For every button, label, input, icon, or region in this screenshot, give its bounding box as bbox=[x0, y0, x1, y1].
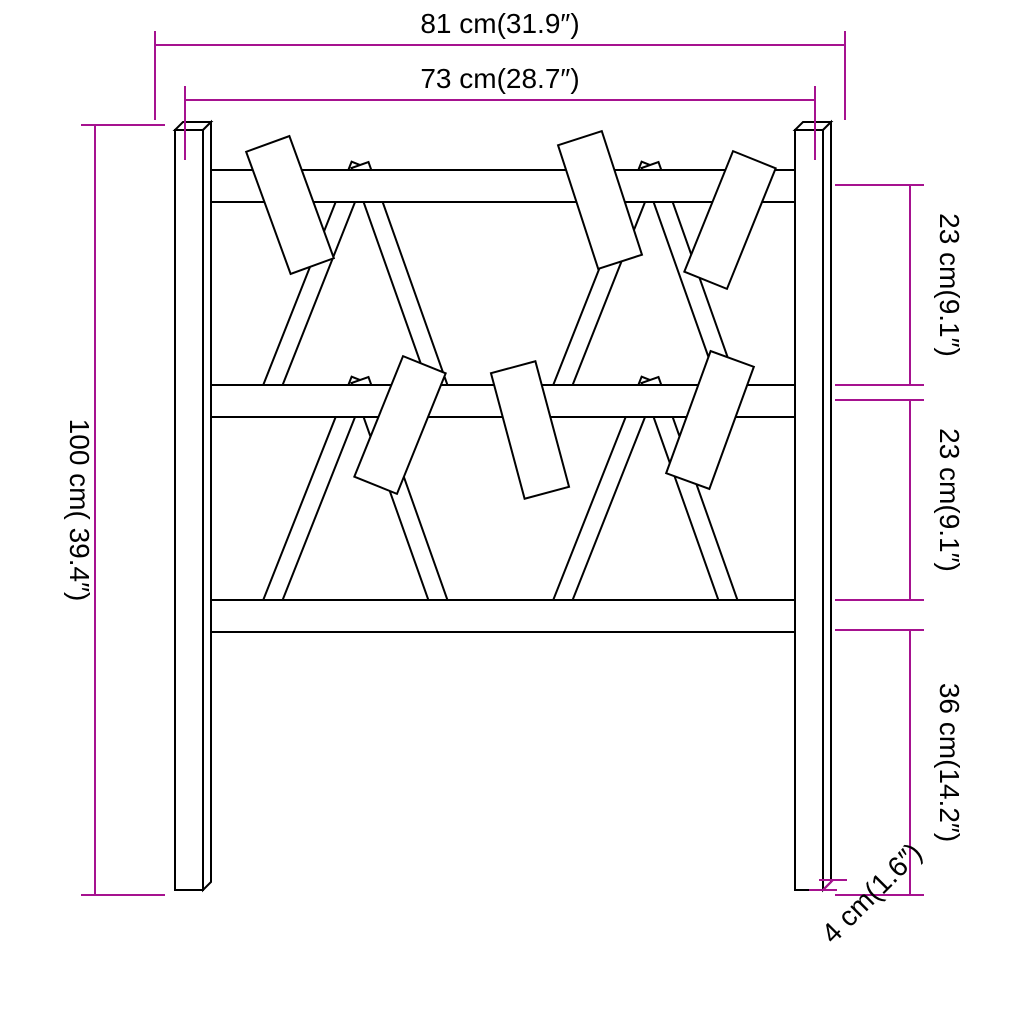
rail bbox=[203, 600, 795, 632]
headboard-drawing bbox=[175, 122, 831, 890]
post bbox=[175, 130, 203, 890]
dim-right-2: 36 cm(14.2″) bbox=[934, 683, 965, 842]
decor-tab bbox=[246, 136, 334, 274]
dim-73: 73 cm(28.7″) bbox=[420, 63, 579, 94]
decor-tab bbox=[666, 351, 754, 489]
dim-right-1: 23 cm(9.1″) bbox=[934, 428, 965, 572]
dim-100: 100 cm( 39.4″) bbox=[64, 419, 95, 602]
dim-81: 81 cm(31.9″) bbox=[420, 8, 579, 39]
dim-right-0: 23 cm(9.1″) bbox=[934, 213, 965, 357]
post bbox=[795, 130, 823, 890]
